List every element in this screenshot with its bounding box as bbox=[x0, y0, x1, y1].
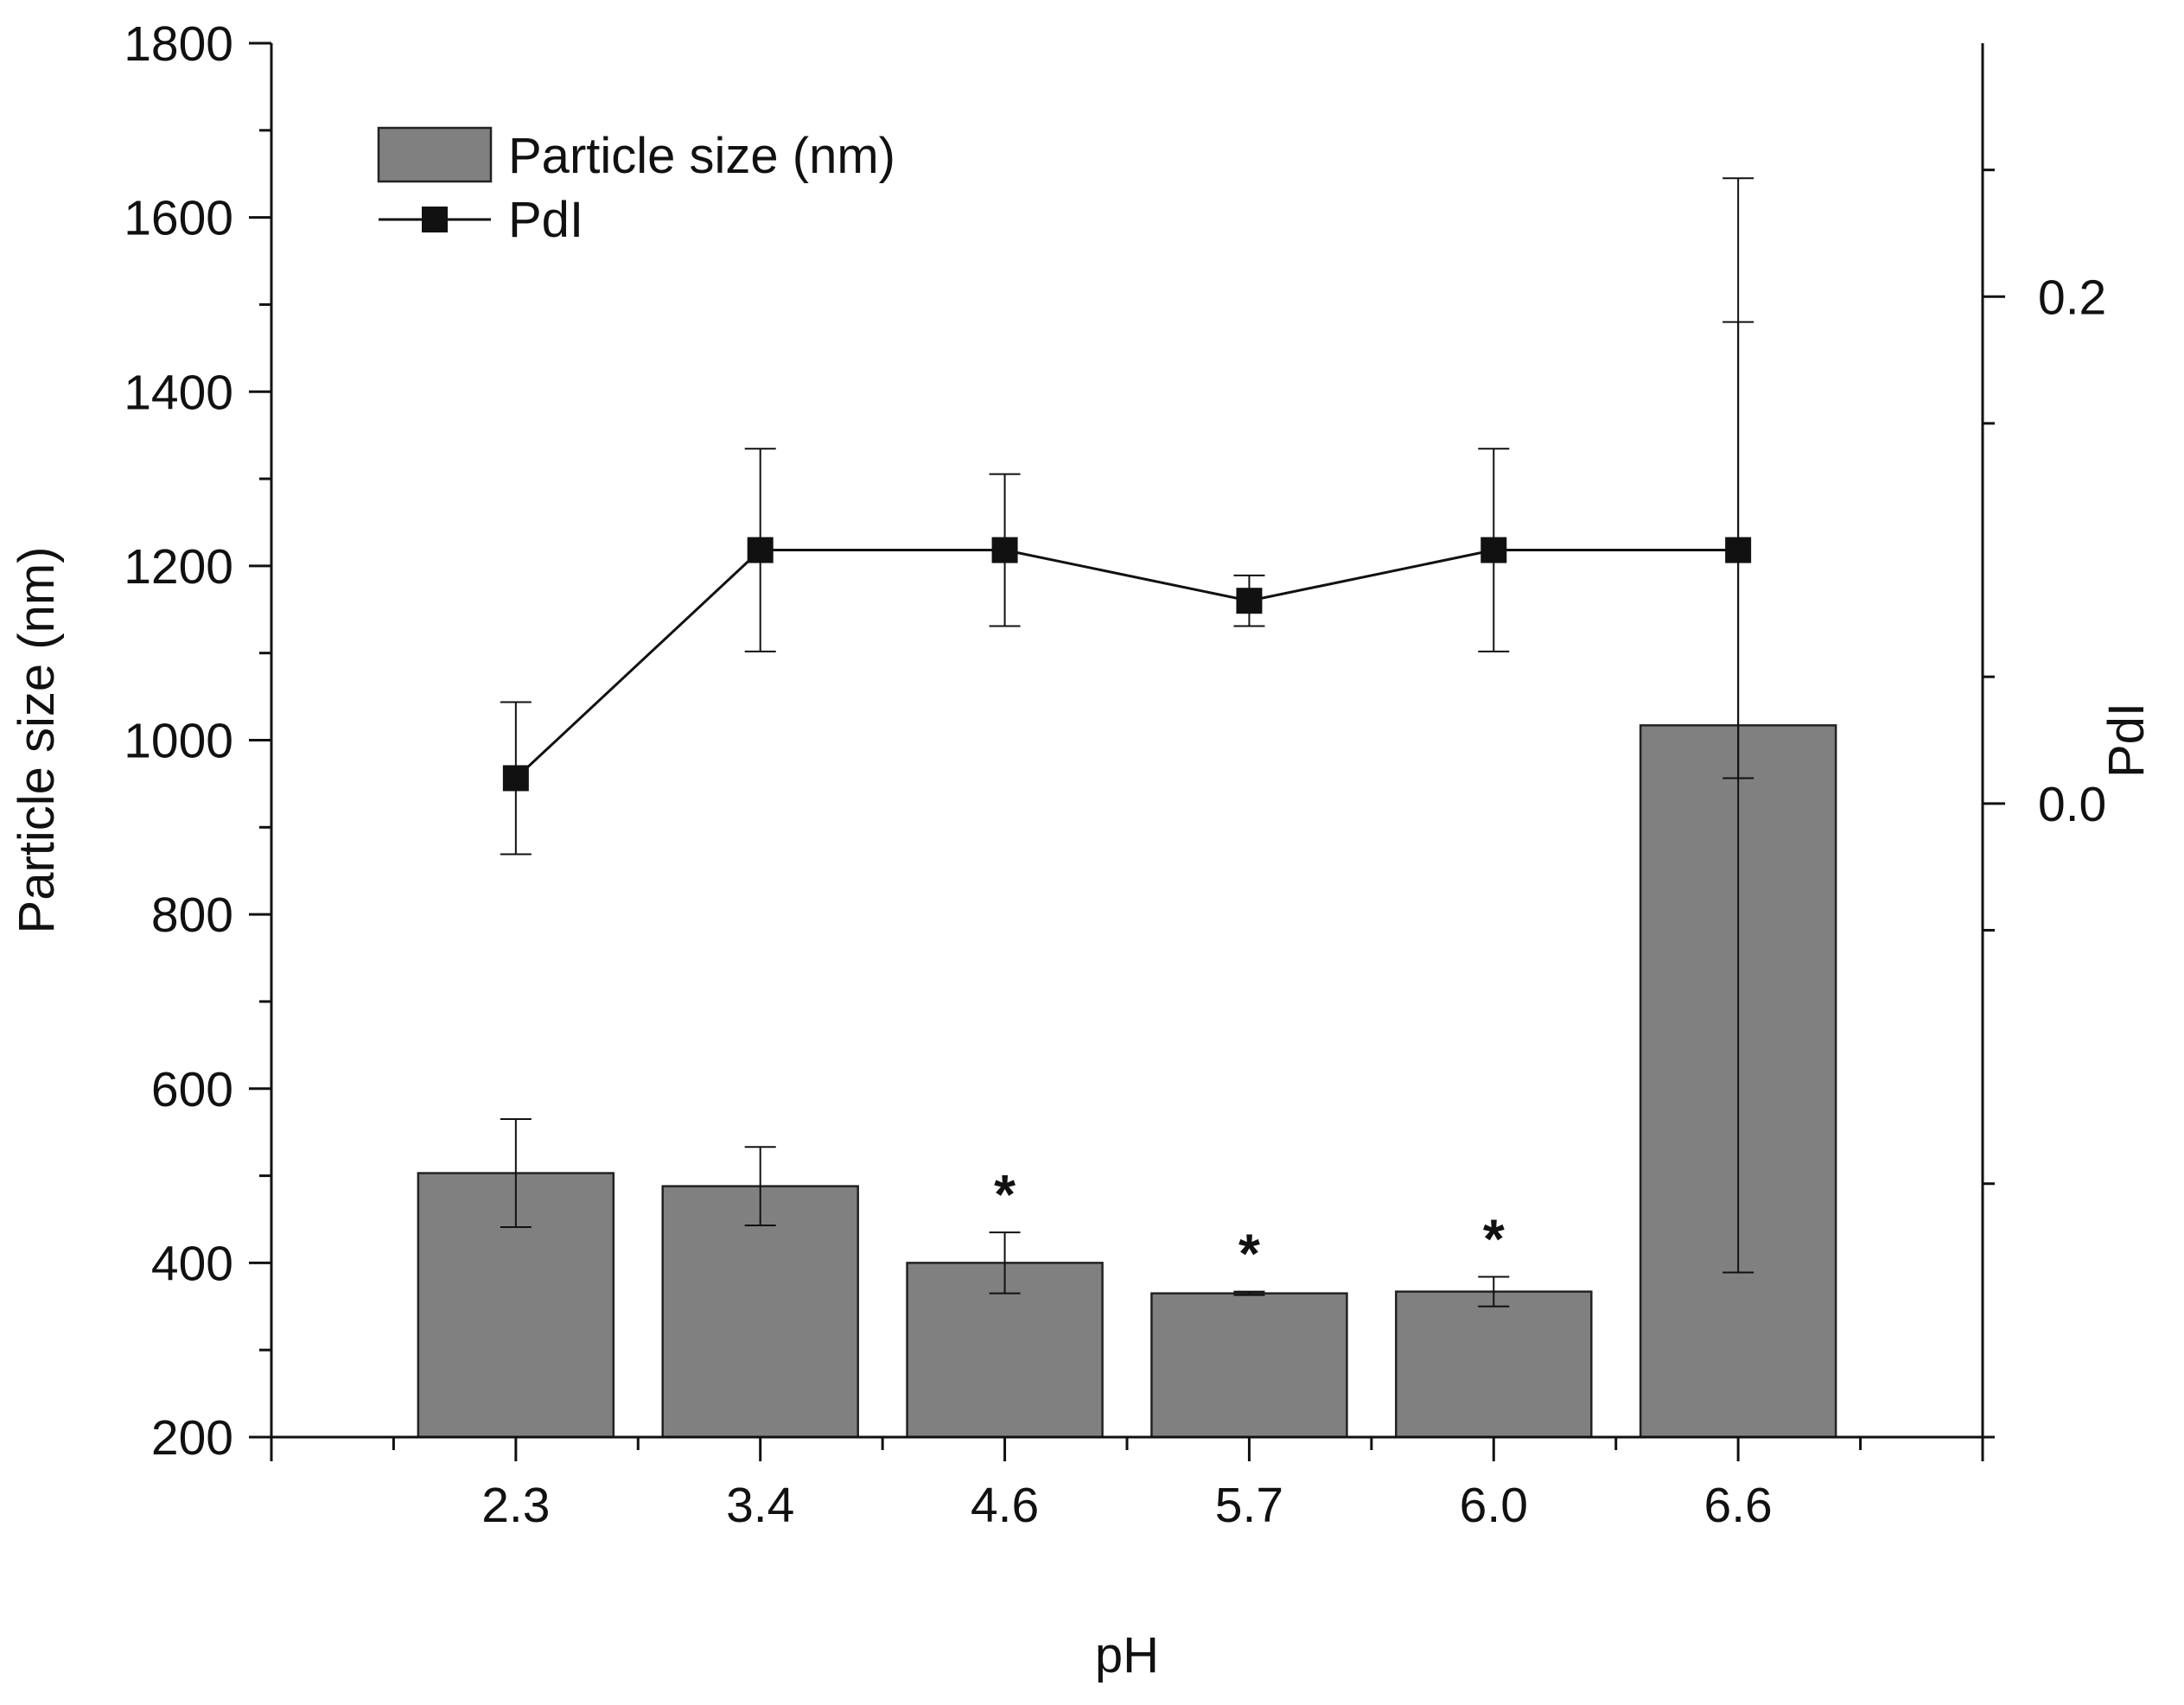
pdi-point-6.6 bbox=[1725, 537, 1752, 563]
significance-mark-4.6: * bbox=[994, 1163, 1016, 1225]
x-tick-label-6.6: 6.6 bbox=[1704, 1478, 1773, 1533]
pdi-point-5.7 bbox=[1236, 588, 1263, 614]
legend-bar-label: Particle size (nm) bbox=[508, 128, 895, 184]
legend-line-label: PdI bbox=[508, 192, 583, 248]
legend-bar-swatch bbox=[377, 126, 493, 183]
legend: Particle size (nm) PdI bbox=[377, 126, 895, 248]
pdi-point-3.4 bbox=[747, 537, 774, 563]
y-tick-label-1000: 1000 bbox=[124, 714, 233, 769]
ticks-group: 200 400 600 800 1000 1200 1400 1600 1800 0.0 0.2 2.… bbox=[124, 16, 2106, 1533]
y-tick-label-800: 800 bbox=[151, 887, 233, 943]
y2-axis-title: PdI bbox=[2098, 703, 2155, 778]
annotations-group: * * * bbox=[994, 1163, 1505, 1285]
pdi-point-4.6 bbox=[991, 537, 1018, 563]
legend-line-marker bbox=[422, 207, 448, 232]
y2-tick-label-0.0: 0.0 bbox=[2038, 777, 2106, 832]
y-tick-label-1600: 1600 bbox=[124, 191, 233, 246]
y-axis-title: Particle size (nm) bbox=[9, 547, 65, 934]
pdi-series-line bbox=[514, 549, 1739, 779]
pdi-point-6.0 bbox=[1480, 537, 1507, 563]
bar-5.7 bbox=[1150, 1292, 1348, 1439]
significance-mark-5.7: * bbox=[1238, 1223, 1260, 1285]
x-axis-title: pH bbox=[1095, 1627, 1159, 1683]
bar-6.0 bbox=[1395, 1290, 1593, 1439]
x-tick-label-2.3: 2.3 bbox=[481, 1478, 550, 1533]
bars-group bbox=[417, 724, 1837, 1439]
x-tick-label-3.4: 3.4 bbox=[726, 1478, 794, 1533]
x-tick-label-5.7: 5.7 bbox=[1215, 1478, 1283, 1533]
y-tick-label-600: 600 bbox=[151, 1062, 233, 1117]
bar-error-bars-group bbox=[500, 177, 1754, 1307]
y2-tick-label-0.2: 0.2 bbox=[2038, 270, 2106, 325]
y-tick-label-1800: 1800 bbox=[124, 16, 233, 72]
y-tick-label-400: 400 bbox=[151, 1236, 233, 1291]
significance-mark-6.0: * bbox=[1483, 1208, 1505, 1270]
y-tick-label-1200: 1200 bbox=[124, 539, 233, 595]
y-tick-label-200: 200 bbox=[151, 1410, 233, 1466]
pdi-point-2.3 bbox=[502, 765, 529, 792]
pdi-line-group bbox=[500, 321, 1754, 856]
x-tick-label-4.6: 4.6 bbox=[971, 1478, 1039, 1533]
y-tick-label-1400: 1400 bbox=[124, 365, 233, 420]
x-tick-label-6.0: 6.0 bbox=[1460, 1478, 1528, 1533]
bar-3.4 bbox=[661, 1185, 859, 1439]
